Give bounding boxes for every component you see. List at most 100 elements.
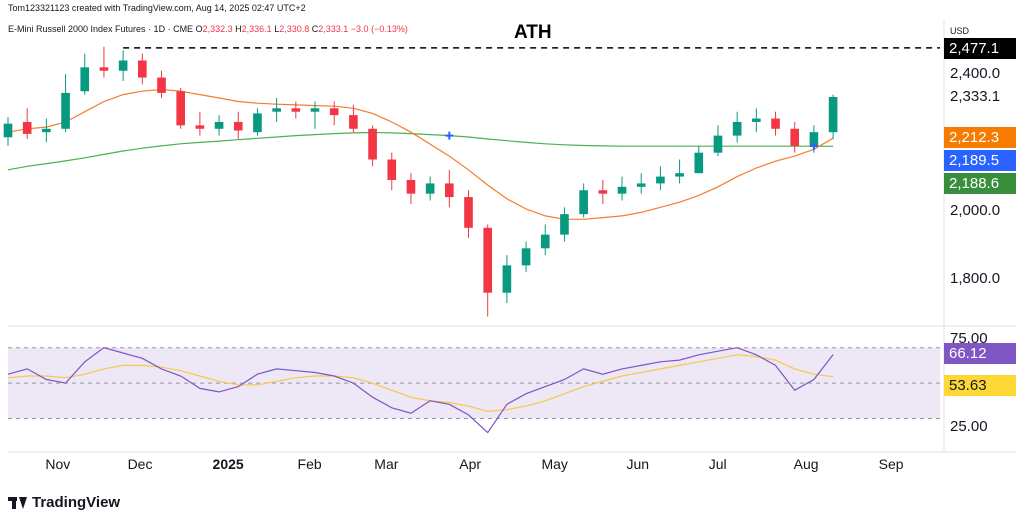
candle <box>445 169 454 208</box>
candle <box>368 125 377 167</box>
candle-body <box>22 121 32 134</box>
candle <box>387 152 397 191</box>
candle-body <box>233 121 243 131</box>
time-axis-label: May <box>541 456 568 472</box>
candle-body <box>42 128 51 133</box>
ohlc-o-value: 2,332.3 <box>202 24 233 34</box>
candle-body <box>656 176 665 184</box>
candle-body <box>675 173 684 177</box>
time-axis-label: Sep <box>878 456 904 472</box>
candle <box>349 104 358 133</box>
candle <box>656 166 665 191</box>
candle <box>502 255 512 303</box>
candle-body <box>368 128 377 160</box>
price-tick-label: 2,333.1 <box>950 87 1001 105</box>
candle-body <box>310 108 320 112</box>
candle-body <box>176 91 186 126</box>
candle-body <box>521 248 531 266</box>
candle <box>3 116 13 146</box>
candle-body <box>445 183 454 198</box>
candle <box>406 173 416 204</box>
candle <box>329 101 339 126</box>
price-pane <box>3 46 940 317</box>
candle <box>521 241 531 273</box>
time-axis-label: 2025 <box>212 456 244 472</box>
ohlc-h-label: H <box>235 24 242 34</box>
candle-body <box>771 118 780 129</box>
currency-label: USD <box>950 26 970 36</box>
ohlc-c-label: C <box>311 24 319 34</box>
time-axis-label: Aug <box>793 456 819 472</box>
ohlc-legend: E-Mini Russell 2000 Index Futures · 1D ·… <box>8 24 408 34</box>
ohlc-c-value: 2,333.1 <box>318 24 349 34</box>
candle <box>464 190 473 239</box>
ath-annotation: ATH <box>514 22 552 43</box>
candle <box>828 94 838 140</box>
candle <box>22 108 32 140</box>
candle-body <box>560 214 569 235</box>
candle <box>310 101 320 129</box>
price-tick-label: 2,400.0 <box>950 65 1001 83</box>
cross-marker <box>445 131 454 140</box>
candle-body <box>809 132 819 146</box>
candle <box>138 53 147 85</box>
candle-body <box>790 128 800 146</box>
candle-body <box>195 125 205 129</box>
candle <box>598 180 608 204</box>
tradingview-logo: TradingView <box>8 494 120 511</box>
candle-body <box>349 115 358 129</box>
time-axis-label: Jul <box>708 456 727 472</box>
candle-body <box>483 227 493 293</box>
attribution-text: Tom123321123 created with TradingView.co… <box>8 3 306 13</box>
candle <box>713 125 723 157</box>
tradingview-icon <box>8 496 28 509</box>
candle-body <box>502 265 512 293</box>
candle-body <box>694 152 704 174</box>
candle <box>790 121 800 153</box>
candle <box>99 46 109 78</box>
time-axis-label: Jun <box>626 456 650 472</box>
candle-body <box>61 92 70 129</box>
badge-ma_fast: 2,212.3 <box>944 127 1016 148</box>
rsi-line <box>7 347 834 434</box>
symbol-line: E-Mini Russell 2000 Index Futures · 1D ·… <box>8 24 194 34</box>
candle <box>214 115 224 136</box>
candle <box>560 207 569 242</box>
candle-body <box>752 118 761 122</box>
candle-body <box>3 123 13 138</box>
candle <box>483 224 493 317</box>
price-tick-label: 2,000.0 <box>950 201 1001 219</box>
candle-body <box>272 108 281 112</box>
candle-body <box>425 183 435 194</box>
candle <box>732 111 742 143</box>
ohlc-l-value: 2,330.8 <box>279 24 310 34</box>
badge-ath: 2,477.1 <box>944 37 1016 59</box>
ohlc-change: −3.0 (−0.13%) <box>350 24 408 34</box>
candle <box>118 50 128 81</box>
price-tick-label: 1,800.0 <box>950 270 1001 288</box>
time-axis-label: Apr <box>459 456 482 472</box>
candle-body <box>579 190 588 215</box>
candle-body <box>387 159 397 180</box>
candle <box>694 145 704 174</box>
candle <box>80 53 90 95</box>
badge-rsi: 66.12 <box>944 342 1016 364</box>
candle-body <box>214 121 224 129</box>
candle <box>291 101 301 119</box>
candle-body <box>253 113 262 133</box>
candle-body <box>732 121 742 136</box>
candle <box>579 183 588 218</box>
candle-body <box>636 183 646 187</box>
candle <box>617 176 627 201</box>
candle <box>157 70 166 99</box>
candle <box>253 108 262 136</box>
ohlc-l-label: L <box>274 24 280 34</box>
candle-body <box>157 77 166 93</box>
candle-body <box>828 96 838 133</box>
badge-last: 2,189.5 <box>944 150 1016 171</box>
candle <box>425 176 435 201</box>
cross-marker <box>809 142 818 151</box>
candle-body <box>138 60 147 78</box>
rsi-tick-label: 75.00 <box>950 329 988 347</box>
